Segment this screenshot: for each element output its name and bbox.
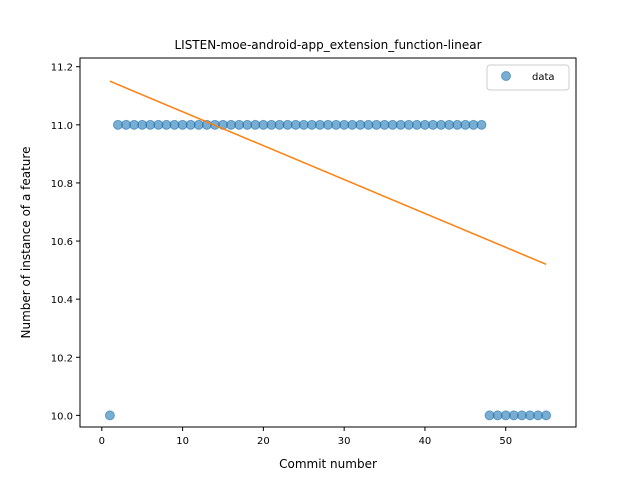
legend-box <box>486 64 570 91</box>
data-point <box>541 410 552 421</box>
x-tick-label: 20 <box>257 436 270 447</box>
x-tick-label: 40 <box>419 436 432 447</box>
fit-line <box>109 80 547 265</box>
x-axis: 0 10 20 30 40 50 <box>99 427 512 447</box>
x-tick-label: 0 <box>99 436 105 447</box>
x-tick-label: 30 <box>338 436 351 447</box>
chart-title: LISTEN-moe-android-app_extension_functio… <box>174 38 481 52</box>
plot-frame <box>79 57 577 428</box>
y-tick-label: 10.6 <box>51 237 73 248</box>
y-tick-label: 10.8 <box>51 179 73 190</box>
x-tick-label: 10 <box>176 436 189 447</box>
data-point <box>476 119 487 130</box>
x-axis-label: Commit number <box>279 457 377 471</box>
legend: data <box>486 64 570 91</box>
legend-marker-data <box>501 71 511 81</box>
x-tick-label: 50 <box>499 436 512 447</box>
y-axis: 10.0 10.2 10.4 10.6 10.8 11.0 11.2 <box>51 63 80 422</box>
legend-label-data: data <box>532 72 555 83</box>
y-tick-label: 10.0 <box>51 411 73 422</box>
y-tick-label: 11.0 <box>51 121 73 132</box>
y-tick-label: 11.2 <box>51 63 73 74</box>
data-point <box>104 410 115 421</box>
plot-area <box>104 80 552 421</box>
y-tick-label: 10.2 <box>51 353 73 364</box>
y-tick-label: 10.4 <box>51 295 73 306</box>
y-axis-label: Number of instance of a feature <box>19 147 33 339</box>
